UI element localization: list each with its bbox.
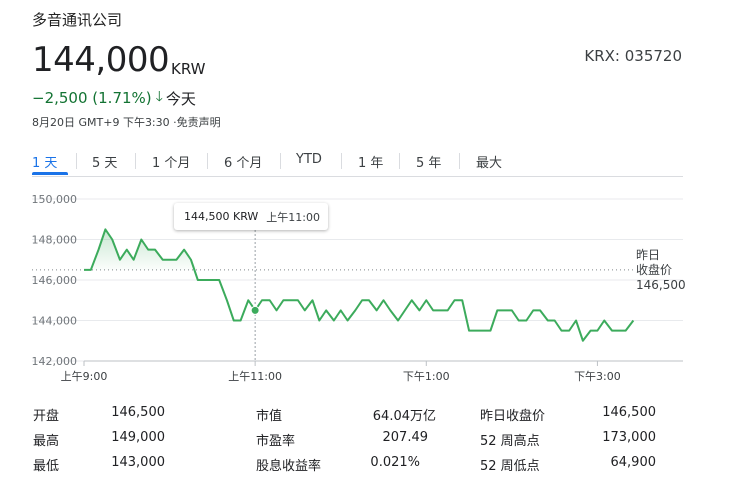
stat-52-week-high: 52 周高点 173,000 (480, 430, 656, 450)
tab-ytd[interactable]: YTD (296, 152, 322, 167)
stat-value: 143,000 (111, 455, 165, 470)
tooltip-time: 上午11:00 (266, 210, 320, 224)
tab-divider (341, 153, 342, 169)
stat-label: 市值 (256, 409, 283, 424)
prev-close-label-2: 收盘价 (636, 263, 673, 277)
stat-label: 开盘 (33, 409, 60, 424)
stat-label: 52 周高点 (480, 434, 540, 449)
stat-low: 最低 143,000 (33, 455, 165, 475)
y-tick-label: 148,000 (32, 234, 78, 247)
stat-market-cap: 市值 64.04万亿 (256, 405, 436, 425)
tab-divider (280, 153, 281, 169)
price-chart[interactable]: 150,000 148,000 146,000 144,000 142,000 上午9:0… (0, 180, 743, 390)
stat-open: 开盘 146,500 (33, 405, 165, 425)
company-name: 多音通讯公司 (32, 11, 123, 29)
tooltip-price: 144,500 KRW (184, 210, 259, 223)
previous-close-annotation: 昨日 收盘价 146,500 (636, 248, 686, 293)
prev-close-value: 146,500 (636, 278, 686, 292)
currency-label: KRW (171, 60, 206, 78)
ticker-symbol[interactable]: KRX: 035720 (584, 47, 682, 65)
stat-value: 173,000 (602, 430, 656, 445)
tab-6-month[interactable]: 6 个月 (224, 156, 263, 171)
stat-value: 146,500 (602, 405, 656, 420)
change-period: 今天 (165, 89, 196, 108)
price-area-fill (84, 229, 634, 270)
stat-dividend-yield: 股息收益率 0.021% (256, 455, 420, 475)
stat-label: 市盈率 (256, 434, 296, 449)
y-tick-label: 150,000 (32, 193, 78, 206)
y-tick-label: 144,000 (32, 315, 78, 328)
tab-divider (207, 153, 208, 169)
tab-5-year[interactable]: 5 年 (416, 156, 442, 171)
y-tick-label: 142,000 (32, 355, 78, 368)
x-tick-label: 上午11:00 (228, 370, 282, 383)
tab-1-month[interactable]: 1 个月 (152, 156, 191, 171)
range-tabs: 1 天 5 天 1 个月 6 个月 YTD 1 年 5 年 最大 (32, 146, 682, 176)
timestamp-disclaimer[interactable]: 8月20日 GMT+9 下午3:30 ·免责声明 (32, 116, 221, 129)
x-tick-label: 下午3:00 (574, 370, 621, 383)
change-value: −2,500 (1.71%) (32, 89, 152, 107)
tab-divider (399, 153, 400, 169)
tabs-divider-line (32, 176, 683, 177)
stat-value: 207.49 (382, 430, 429, 445)
tab-divider (459, 153, 460, 169)
stat-52-week-low: 52 周低点 64,900 (480, 455, 656, 475)
stat-label: 最高 (33, 434, 60, 449)
x-tick-label: 下午1:00 (403, 370, 450, 383)
tab-5-day[interactable]: 5 天 (92, 156, 118, 171)
price-line (84, 228, 635, 342)
stat-label: 最低 (33, 459, 60, 474)
price-change: −2,500 (1.71%) 🡓 今天 (32, 86, 196, 110)
stat-label: 52 周低点 (480, 459, 540, 474)
stat-value: 149,000 (111, 430, 165, 445)
stat-value: 0.021% (370, 455, 420, 470)
current-price: 144,000 (32, 40, 170, 80)
tab-1-day[interactable]: 1 天 (32, 156, 58, 171)
chart-tooltip: 144,500 KRW 上午11:00 (174, 203, 328, 230)
stat-value: 64,900 (610, 455, 657, 470)
tab-max[interactable]: 最大 (476, 156, 503, 171)
arrow-down-icon: 🡓 (155, 89, 163, 105)
stat-label: 昨日收盘价 (480, 409, 546, 424)
x-tick-label: 上午9:00 (61, 370, 108, 383)
stat-value: 64.04万亿 (372, 409, 436, 424)
stat-value: 146,500 (111, 405, 165, 420)
tab-1-year[interactable]: 1 年 (358, 156, 384, 171)
tab-divider (135, 153, 136, 169)
stat-label: 股息收益率 (256, 459, 322, 474)
stat-previous-close: 昨日收盘价 146,500 (480, 405, 656, 425)
stat-high: 最高 149,000 (33, 430, 165, 450)
active-tab-indicator (32, 172, 68, 175)
stat-pe-ratio: 市盈率 207.49 (256, 430, 428, 450)
tooltip-point (250, 305, 260, 315)
prev-close-label-1: 昨日 (636, 248, 661, 262)
y-tick-label: 146,000 (32, 274, 78, 287)
tab-divider (76, 153, 77, 169)
